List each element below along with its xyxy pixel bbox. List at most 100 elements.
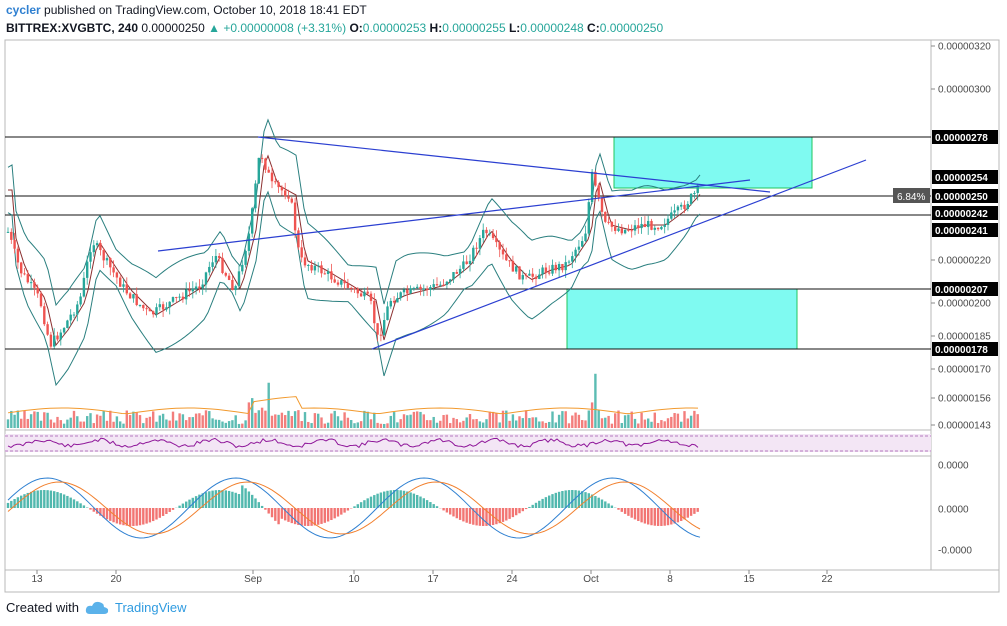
candle-body	[218, 256, 221, 258]
volume-bar	[544, 422, 548, 428]
descending-trendline[interactable]	[257, 136, 771, 193]
volume-bar	[26, 418, 29, 428]
macd-histogram-bar	[307, 508, 310, 526]
macd-histogram-bar	[43, 490, 46, 508]
time-axis[interactable]: 13 20 Sep 10 17 24 Oct 8 15 22	[31, 570, 833, 585]
macd-histogram-bar	[584, 492, 587, 508]
ascending-support-line[interactable]	[371, 159, 867, 350]
price-label-box	[932, 189, 998, 203]
volume-bar	[488, 411, 491, 428]
volume-bar	[148, 416, 152, 428]
time-tick-label: 20	[110, 574, 122, 585]
time-tick-label: 15	[743, 574, 755, 585]
tradingview-link[interactable]: TradingView	[114, 600, 187, 615]
support-zone[interactable]	[566, 288, 798, 350]
zones-layer	[566, 136, 813, 350]
candle-body	[637, 225, 640, 229]
candle-body	[152, 311, 155, 315]
volume-bar	[105, 420, 109, 428]
macd-histogram-bar	[353, 506, 356, 508]
candle-body	[376, 323, 379, 335]
volume-bar	[211, 418, 214, 428]
macd-histogram-bar	[561, 490, 564, 508]
macd-histogram-bar	[260, 505, 264, 508]
candle-body	[231, 279, 234, 291]
volume-bar	[442, 415, 445, 428]
volume-bar	[567, 423, 571, 428]
candle-body	[557, 263, 561, 271]
price-label-box	[932, 170, 998, 184]
candle-body	[284, 190, 287, 197]
volume-bar	[574, 412, 577, 428]
volume-bar	[340, 420, 343, 428]
candle-body	[650, 220, 653, 230]
volume-bar	[92, 423, 95, 428]
volume-bar	[241, 423, 244, 428]
candle-body	[412, 287, 416, 289]
macd-histogram-bar	[538, 500, 541, 508]
volume-bar	[389, 415, 392, 428]
ascending-channel-top[interactable]	[157, 179, 751, 252]
macd-histogram-bar	[257, 502, 260, 508]
macd-histogram-bar	[280, 508, 284, 519]
macd-histogram-bar	[340, 508, 343, 515]
macd-histogram-bar	[630, 508, 633, 518]
price-axis[interactable]: 0.00000320 0.00000300 0.00000220 0.00000200…	[931, 42, 991, 432]
macd-histogram-bar	[29, 491, 33, 508]
volume-bar	[538, 421, 541, 428]
macd-histogram-bar	[168, 508, 171, 512]
candle-body	[204, 272, 208, 285]
macd-histogram-bar	[425, 500, 429, 508]
volume-bar	[320, 417, 323, 428]
macd-histogram-bar	[277, 508, 280, 525]
candle-body	[373, 300, 376, 324]
volume-bar	[640, 412, 643, 428]
candle-body	[686, 203, 689, 210]
macd-histogram-bar	[323, 508, 326, 523]
macd-histogram-bar	[696, 508, 699, 512]
volume-bar	[623, 415, 627, 428]
macd-histogram-bar	[135, 508, 138, 526]
candle-body	[435, 284, 439, 286]
macd-histogram-bar	[515, 508, 518, 516]
macd-axis: 0.0000 0.0000 -0.0000	[938, 461, 972, 557]
macd-histogram-bar	[26, 492, 29, 508]
macd-line	[7, 477, 701, 539]
macd-histogram-bar	[231, 491, 234, 508]
candle-body	[53, 335, 56, 347]
price-change: ▲ +0.00000008 (+3.31%)	[208, 21, 347, 35]
volume-bar	[541, 421, 544, 428]
candle-body	[574, 249, 577, 257]
candle-body	[676, 206, 680, 211]
candle-body	[614, 226, 617, 231]
candle-body	[317, 265, 320, 267]
author-name[interactable]: cycler	[6, 3, 41, 17]
macd-histogram-bar	[336, 508, 340, 517]
candle-body	[89, 252, 92, 262]
price-label-box	[932, 206, 998, 220]
macd-histogram-bar	[138, 508, 142, 526]
macd-histogram-bar	[392, 490, 396, 508]
macd-histogram-bar	[488, 508, 491, 526]
volume-bar	[300, 421, 303, 428]
macd-histogram-bar	[399, 490, 402, 508]
volume-bar	[95, 414, 99, 428]
candle-body	[531, 273, 534, 277]
volume-bar	[676, 413, 680, 428]
volume-bar	[402, 414, 406, 428]
volume-bar	[260, 407, 264, 428]
symbol-name[interactable]: BITTREX:XVGBTC, 240	[6, 21, 139, 35]
candle-body	[389, 300, 392, 307]
volume-bar	[656, 422, 660, 428]
macd-histogram-bar	[422, 498, 425, 508]
candle-body	[475, 247, 478, 249]
macd-histogram-bar	[594, 496, 597, 508]
volume-bar	[99, 415, 102, 428]
macd-histogram-bar	[13, 499, 16, 508]
macd-histogram-bar	[501, 508, 505, 522]
price-label-text: 0.00000178	[935, 345, 988, 356]
resistance-zone[interactable]	[613, 136, 813, 189]
macd-histogram-bar	[326, 508, 330, 522]
volume-bar	[673, 413, 676, 428]
